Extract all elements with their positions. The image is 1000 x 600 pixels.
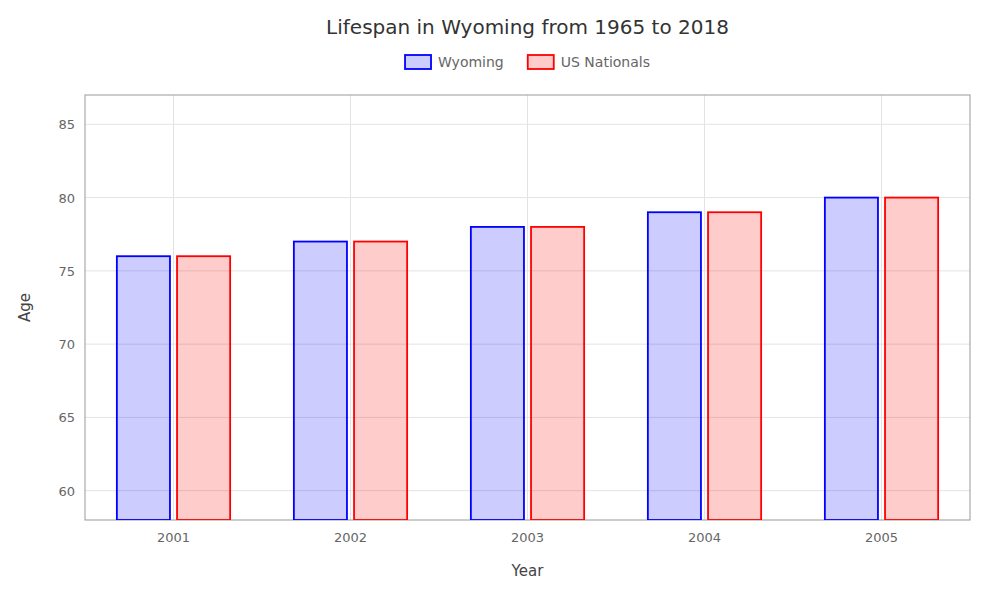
y-tick-label: 80 [58,191,75,206]
y-axis-label: Age [16,293,34,322]
legend-label: Wyoming [438,54,504,70]
grid-line-x [704,95,705,520]
legend: Wyoming US Nationals [405,54,650,70]
x-tick-label: 2005 [865,530,898,545]
legend-item: US Nationals [528,54,650,70]
y-tick-label: 65 [58,410,75,425]
y-tick-label: 85 [58,117,75,132]
bars [117,198,938,520]
bar [531,227,584,520]
x-axis-label: Year [511,562,545,580]
bar [708,212,761,520]
legend-swatch [528,55,554,69]
bar [471,227,524,520]
bar [648,212,701,520]
bar [117,256,170,520]
bar [825,198,878,520]
grid-line-x [881,95,882,520]
x-tick-label: 2001 [157,530,190,545]
x-tick-label: 2004 [688,530,721,545]
bar [294,242,347,520]
chart-container: Lifespan in Wyoming from 1965 to 2018 60 6… [0,0,1000,600]
legend-label: US Nationals [561,54,650,70]
legend-swatch [405,55,431,69]
bar [354,242,407,520]
grid-line-x [350,95,351,520]
plot-frame [85,95,970,520]
grid-line-x [527,95,528,520]
legend-item: Wyoming [405,54,504,70]
y-tick-label: 60 [58,484,75,499]
grid-line-x [173,95,174,520]
title: Lifespan in Wyoming from 1965 to 2018 [326,15,729,39]
x-tick-label: 2002 [334,530,367,545]
y-tick-label: 75 [58,264,75,279]
bar [177,256,230,520]
chart: Lifespan in Wyoming from 1965 to 2018 60 6… [0,0,1000,600]
grid [85,95,970,520]
bar [885,198,938,520]
x-tick-label: 2003 [511,530,544,545]
y-tick-label: 70 [58,337,75,352]
